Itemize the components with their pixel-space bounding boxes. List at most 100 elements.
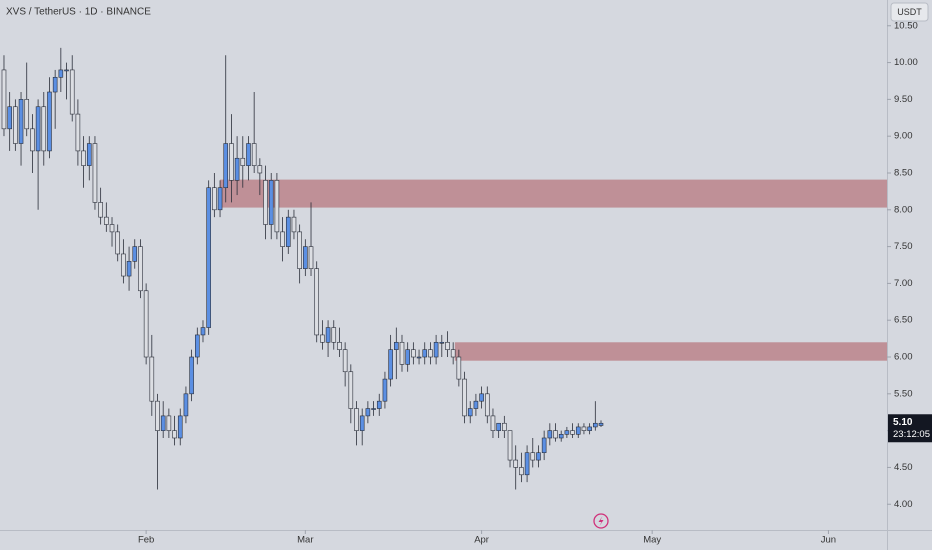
candle-body <box>143 290 149 358</box>
candle-body <box>553 430 558 439</box>
candle-body <box>138 246 143 292</box>
candle-body <box>58 69 64 78</box>
candle-body <box>320 334 325 343</box>
candle-body <box>570 430 575 435</box>
candle-body <box>223 143 229 189</box>
candle-body <box>155 400 160 431</box>
candle-body <box>75 113 81 152</box>
y-tick-label: 7.50 <box>894 241 913 252</box>
candle-body <box>524 452 530 476</box>
candle-body <box>564 430 570 435</box>
candle-body <box>371 408 376 410</box>
candle-body <box>149 356 155 402</box>
candle-body <box>575 426 581 435</box>
candle-body <box>354 408 359 431</box>
candle-body <box>98 202 103 218</box>
candle-body <box>285 216 291 247</box>
candle-body <box>388 349 393 380</box>
y-tick-label: 7.00 <box>894 278 913 289</box>
y-tick-label: 8.00 <box>894 204 913 215</box>
candle-body <box>496 422 501 431</box>
plot <box>1 47 887 490</box>
candle-body <box>581 426 587 431</box>
candle-body <box>7 106 12 130</box>
candle-body <box>166 415 172 431</box>
candle-body <box>183 393 189 417</box>
candle-body <box>92 143 98 203</box>
candle-body <box>314 268 319 336</box>
candle-body <box>394 341 399 350</box>
candle-body <box>81 150 86 166</box>
candle-body <box>257 165 263 174</box>
y-tick-label: 4.50 <box>894 462 913 473</box>
candle-body <box>297 231 302 269</box>
candle-body <box>303 246 308 269</box>
candle-body <box>325 327 331 343</box>
y-tick-label: 10.50 <box>894 20 918 31</box>
candle-body <box>126 261 132 277</box>
y-tick-label: 9.00 <box>894 131 913 142</box>
y-tick-label: 8.50 <box>894 168 913 179</box>
candle-body <box>473 400 479 409</box>
y-tick-label: 6.50 <box>894 315 913 326</box>
candle-body <box>376 400 382 409</box>
y-tick-label: 10.00 <box>894 57 918 68</box>
candle-body <box>1 69 7 130</box>
y-tick-label: 9.50 <box>894 94 913 105</box>
candle-body <box>405 349 410 365</box>
candle-body <box>513 459 519 468</box>
candle-body <box>121 253 126 277</box>
candle-body <box>109 224 115 233</box>
candle-body <box>274 180 280 233</box>
candle-body <box>416 356 422 359</box>
candle-body <box>268 180 274 225</box>
candle-body <box>24 99 30 130</box>
lightning-icon[interactable] <box>593 513 609 529</box>
last-price-label: 5.10 <box>893 417 913 428</box>
candle-body <box>428 349 433 358</box>
candle-body <box>445 341 450 350</box>
candle-body <box>587 426 592 431</box>
candle-body <box>217 187 223 211</box>
candle-body <box>251 143 257 166</box>
candle-body <box>41 106 47 152</box>
candle-body <box>291 216 297 233</box>
candle-body <box>172 430 177 439</box>
candle-body <box>456 356 462 380</box>
candle-body <box>115 231 120 255</box>
x-tick-label: Feb <box>138 535 154 546</box>
candle-body <box>467 408 473 417</box>
candle-body <box>507 430 513 461</box>
y-tick-label: 4.00 <box>894 499 913 510</box>
candle-body <box>484 393 490 417</box>
x-tick-label: May <box>643 535 661 546</box>
icon-bolt <box>598 516 604 526</box>
candle-body <box>536 452 541 461</box>
candle-body <box>86 143 92 166</box>
candle-body <box>64 69 69 72</box>
candle-body <box>365 408 371 417</box>
candle-body <box>348 371 354 409</box>
candle-body <box>246 143 251 166</box>
currency-label: USDT <box>897 7 922 17</box>
candle-body <box>382 378 388 402</box>
candle-body <box>52 76 58 93</box>
candle-body <box>450 349 456 358</box>
y-tick-label: 6.00 <box>894 352 913 363</box>
currency-badge[interactable] <box>890 2 929 22</box>
y-tick-label: 5.50 <box>894 388 913 399</box>
candle-body <box>558 434 564 439</box>
candle-body <box>229 143 234 181</box>
zone <box>220 179 887 208</box>
candle-body <box>530 452 536 461</box>
candle-body <box>490 415 496 431</box>
last-price-box <box>888 414 932 443</box>
x-tick-label: Apr <box>474 535 489 546</box>
candle-body <box>541 437 547 454</box>
candle-body <box>132 246 138 262</box>
candle-body <box>69 69 75 115</box>
icon-ring <box>593 513 609 529</box>
candle-body <box>411 349 416 358</box>
